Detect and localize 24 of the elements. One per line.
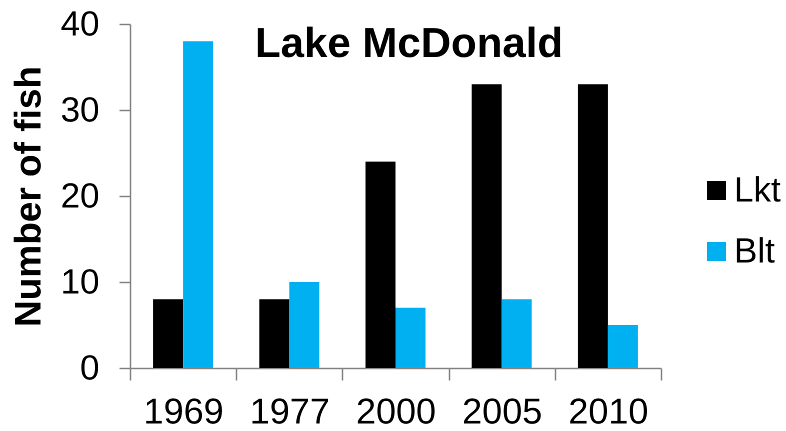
y-axis-title: Number of fish [8, 66, 49, 328]
x-tick-label: 2010 [568, 390, 648, 431]
legend-label: Lkt [734, 170, 781, 210]
bar [153, 299, 184, 368]
bar [366, 162, 396, 368]
bar [396, 308, 426, 368]
bar [183, 41, 214, 368]
y-tick-label: 10 [60, 262, 100, 302]
x-tick-label: 1977 [250, 390, 330, 431]
bar [502, 299, 532, 368]
x-tick-label: 1969 [144, 390, 224, 431]
bar [289, 282, 320, 368]
x-tick-label: 2000 [356, 390, 436, 431]
bar [472, 84, 502, 368]
x-tick-label: 2005 [462, 390, 542, 431]
bar [578, 84, 608, 368]
legend-label: Blt [734, 232, 776, 270]
y-tick-label: 40 [60, 4, 100, 44]
y-tick-label: 30 [60, 90, 100, 130]
y-tick-label: 20 [60, 176, 100, 216]
bar [259, 299, 290, 368]
y-tick-label: 0 [80, 348, 100, 388]
chart-title: Lake McDonald [254, 19, 564, 66]
bar [608, 325, 638, 368]
